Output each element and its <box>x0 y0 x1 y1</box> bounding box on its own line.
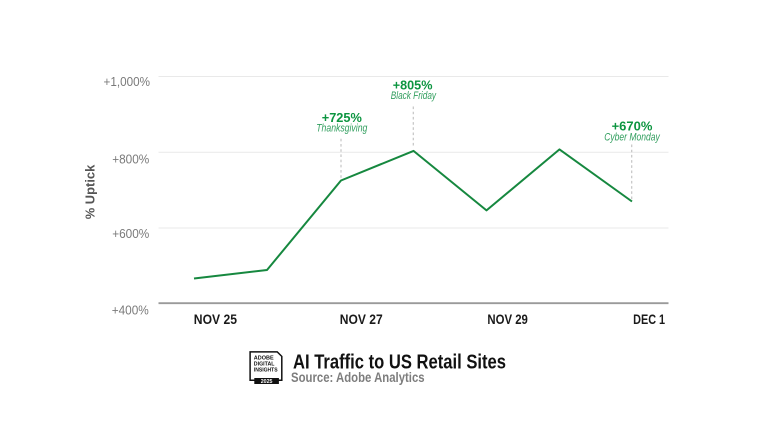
svg-text:NOV 27: NOV 27 <box>340 311 383 327</box>
svg-text:+1,000%: +1,000% <box>104 74 151 89</box>
svg-text:AI Traffic to US Retail Sites: AI Traffic to US Retail Sites <box>293 352 506 374</box>
svg-text:+800%: +800% <box>112 152 149 167</box>
svg-text:Thanksgiving: Thanksgiving <box>316 123 368 135</box>
svg-text:ADOBE: ADOBE <box>254 355 275 361</box>
svg-text:NOV 29: NOV 29 <box>487 311 528 327</box>
svg-text:Source: Adobe Analytics: Source: Adobe Analytics <box>291 370 425 385</box>
svg-text:INSIGHTS: INSIGHTS <box>254 368 278 374</box>
svg-text:% Uptick: % Uptick <box>83 164 98 219</box>
svg-text:DEC 1: DEC 1 <box>633 311 665 327</box>
svg-text:DIGITAL: DIGITAL <box>254 362 275 368</box>
svg-text:+600%: +600% <box>112 226 149 241</box>
svg-text:+805%: +805% <box>393 78 433 93</box>
svg-text:Black Friday: Black Friday <box>391 90 437 102</box>
svg-text:+400%: +400% <box>112 303 149 318</box>
svg-text:+670%: +670% <box>612 118 653 133</box>
svg-text:NOV 25: NOV 25 <box>194 311 237 327</box>
svg-text:Cyber Monday: Cyber Monday <box>604 132 661 144</box>
svg-text:+725%: +725% <box>322 110 363 125</box>
svg-text:2025: 2025 <box>261 379 273 385</box>
